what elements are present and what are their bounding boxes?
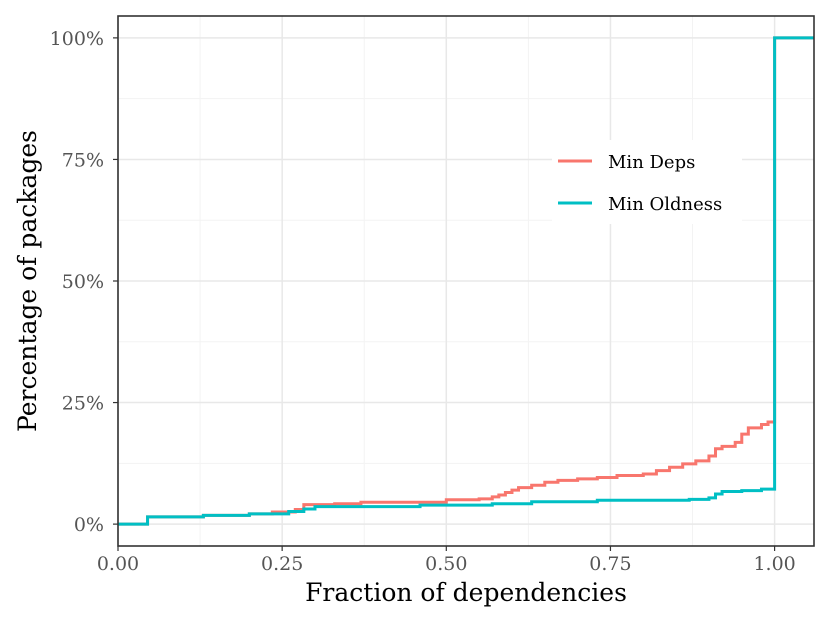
y-tick-label: 25%: [62, 393, 104, 415]
y-tick-label: 100%: [50, 28, 104, 50]
y-axis-ticks: 0% 25% 50% 75% 100%: [50, 28, 118, 536]
series-line-min-oldness: [118, 36, 814, 526]
series-lines: [118, 36, 814, 526]
x-axis-title: Fraction of dependencies: [305, 578, 627, 607]
x-tick-label: 0.50: [425, 553, 467, 575]
y-tick-label: 0%: [74, 514, 104, 536]
x-axis-ticks: 0.00 0.25 0.50 0.75 1.00: [97, 546, 796, 575]
y-axis-title: Percentage of packages: [13, 130, 42, 432]
series-line-min-deps: [118, 36, 814, 526]
x-tick-label: 0.00: [97, 553, 139, 575]
y-tick-label: 50%: [62, 271, 104, 293]
x-tick-label: 1.00: [753, 553, 795, 575]
legend-label-min-deps: Min Deps: [608, 152, 695, 173]
legend-label-min-oldness: Min Oldness: [608, 194, 722, 215]
x-tick-label: 0.75: [589, 553, 631, 575]
x-tick-label: 0.25: [261, 553, 303, 575]
y-tick-label: 75%: [62, 149, 104, 171]
legend: Min Deps Min Oldness: [552, 140, 742, 224]
legend-background: [552, 140, 742, 224]
